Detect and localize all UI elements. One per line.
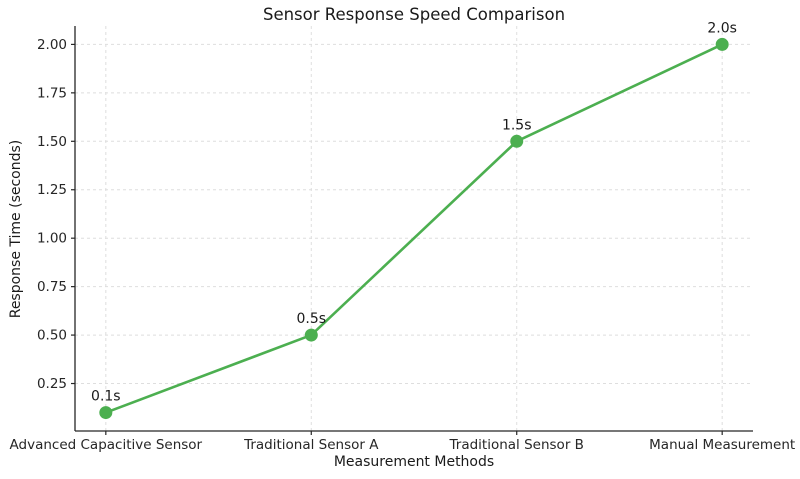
y-tick-label: 0.25 [37, 376, 67, 392]
chart-title: Sensor Response Speed Comparison [262, 5, 566, 24]
data-point-label: 1.5s [502, 117, 532, 133]
x-axis-label: Measurement Methods [333, 454, 495, 470]
data-point-label: 0.5s [296, 311, 326, 327]
data-point-label: 0.1s [91, 389, 121, 405]
y-tick-label: 2.00 [37, 37, 67, 53]
y-tick-label: 1.75 [37, 85, 67, 101]
y-tick-label: 0.50 [37, 328, 67, 344]
data-point-marker [510, 134, 524, 148]
y-axis-label: Response Time (seconds) [8, 139, 24, 319]
data-point-marker [715, 37, 729, 51]
y-tick-label: 1.50 [37, 134, 67, 150]
y-tick-label: 1.00 [37, 231, 67, 247]
data-point-marker [304, 328, 318, 342]
data-point-label: 2.0s [707, 20, 737, 36]
y-tick-label: 0.75 [37, 279, 67, 295]
x-tick-label: Advanced Capacitive Sensor [10, 437, 203, 453]
y-tick-label: 1.25 [37, 182, 67, 198]
x-tick-label: Traditional Sensor A [243, 437, 379, 453]
response-time-line [104, 43, 724, 414]
x-tick-label: Traditional Sensor B [449, 437, 584, 453]
data-point-marker [99, 406, 113, 420]
x-tick-label: Manual Measurement [649, 437, 795, 453]
